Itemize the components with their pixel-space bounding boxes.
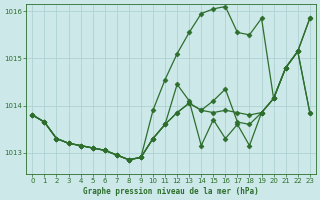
X-axis label: Graphe pression niveau de la mer (hPa): Graphe pression niveau de la mer (hPa) [83, 187, 259, 196]
